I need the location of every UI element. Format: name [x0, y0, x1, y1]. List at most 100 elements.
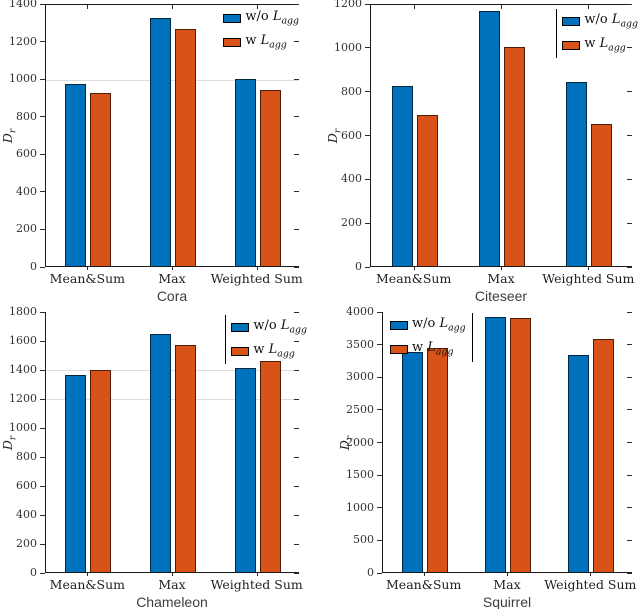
y-tick-mark-right	[627, 409, 632, 411]
math-subscript: r	[333, 128, 344, 133]
y-tick-label: 1400	[9, 363, 37, 376]
bar-series0-cat1	[485, 316, 506, 572]
bar-series1-cat0	[426, 348, 448, 572]
y-tick-mark-right	[294, 398, 299, 400]
bar-series1-cat2	[259, 361, 281, 572]
y-tick-label: 1000	[9, 72, 37, 86]
y-tick-label: 1500	[346, 468, 374, 482]
y-tick-mark	[377, 376, 382, 378]
x-tick-label: Weighted Sum	[210, 271, 303, 286]
y-tick-mark	[40, 369, 45, 371]
bar-series1-cat1	[510, 317, 531, 572]
legend-swatch-without-agg	[231, 323, 250, 333]
y-axis-label: Dr	[325, 128, 344, 142]
bar-series0-cat1	[150, 18, 171, 266]
bar-series0-cat2	[234, 368, 256, 572]
x-tick-label: Max	[487, 271, 515, 286]
math-subscript: agg	[277, 348, 295, 360]
plot-area	[382, 312, 632, 573]
y-tick-mark	[40, 228, 45, 230]
y-tick-mark-right	[627, 507, 632, 509]
bar-series1-cat1	[175, 345, 196, 572]
math-subscript: r	[345, 435, 356, 440]
legend-swatch-with-agg	[223, 37, 242, 47]
y-tick-label: 1600	[9, 334, 37, 347]
math-var: L	[611, 12, 621, 27]
y-tick-mark-right	[627, 311, 632, 313]
y-tick-mark-right	[627, 135, 632, 136]
x-tick-mark	[172, 267, 173, 270]
math-var: L	[268, 341, 278, 357]
plot-area	[45, 312, 299, 573]
y-axis-label: Dr	[337, 435, 356, 449]
math-subscript: agg	[608, 42, 626, 54]
y-tick-label: 1000	[346, 500, 374, 514]
y-tick-label: 800	[16, 109, 37, 123]
y-tick-label: 1000	[334, 40, 362, 54]
x-tick-label: Weighted Sum	[544, 577, 637, 592]
x-tick-mark	[413, 267, 415, 270]
legend-item: w/o Lagg	[390, 316, 466, 336]
x-axis-label: Chameleon	[136, 594, 208, 609]
y-tick-mark-right	[627, 474, 632, 476]
x-tick-mark	[256, 267, 258, 270]
legend-label: w Lagg	[245, 32, 287, 51]
y-tick-mark	[40, 514, 45, 516]
bar-series0-cat0	[65, 83, 87, 266]
legend-label: w Lagg	[412, 339, 454, 358]
x-tick-mark	[87, 573, 89, 576]
y-tick-mark-right	[294, 427, 299, 429]
bar-series1-cat2	[591, 123, 613, 266]
x-tick-label: Weighted Sum	[542, 271, 635, 286]
bar-series1-cat1	[175, 29, 196, 266]
x-tick-label: Mean&Sum	[49, 271, 125, 286]
y-tick-mark	[40, 456, 45, 458]
y-tick-label: 1200	[9, 34, 37, 48]
math-var: L	[427, 339, 436, 355]
x-axis-label: Cora	[156, 288, 188, 304]
bar-series0-cat1	[150, 334, 171, 572]
math-subscript: agg	[281, 15, 299, 27]
x-tick-mark-top	[256, 5, 258, 9]
y-tick-label: 200	[341, 216, 362, 230]
y-tick-mark	[365, 3, 370, 5]
bar-series1-cat1	[504, 46, 525, 266]
bar-series1-cat2	[593, 339, 615, 572]
subplot-cora: 0 200 400 600 800 1000 1200 1400 Mean&Sum Max Weig…	[0, 0, 320, 304]
math-var: D	[336, 439, 352, 450]
x-tick-label: Max	[158, 271, 186, 286]
y-tick-mark-right	[294, 3, 299, 5]
y-tick-mark-right	[294, 116, 299, 118]
y-tick-mark-right	[627, 178, 632, 180]
bar-series0-cat0	[401, 352, 423, 572]
y-tick-mark-right	[294, 41, 299, 43]
y-tick-label: 800	[16, 450, 37, 463]
legend-item: w Lagg	[562, 36, 638, 56]
legend-swatch-with-agg	[231, 346, 250, 356]
x-tick-mark-top	[172, 5, 173, 9]
math-subscript: agg	[620, 18, 638, 30]
y-tick-label: 2000	[346, 435, 374, 449]
legend-item: w/o Lagg	[562, 12, 638, 32]
math-subscript: agg	[289, 324, 307, 336]
plot-area	[45, 4, 299, 267]
x-tick-label: Weighted Sum	[210, 577, 303, 592]
y-tick-mark-right	[294, 485, 299, 487]
legend-swatch-without-agg	[390, 321, 408, 331]
legend-swatch-without-agg	[562, 17, 581, 27]
bar-series0-cat1	[479, 10, 500, 266]
y-tick-mark	[365, 222, 370, 224]
x-tick-label: Max	[158, 577, 186, 592]
y-tick-mark	[40, 543, 45, 545]
y-tick-label: 2500	[346, 402, 374, 416]
y-tick-mark-right	[627, 572, 632, 574]
legend-label: w/o Lagg	[245, 9, 299, 27]
x-tick-mark	[423, 573, 425, 576]
bar-series1-cat2	[259, 90, 281, 266]
bar-series0-cat2	[568, 354, 590, 572]
y-tick-mark-right	[294, 514, 299, 516]
x-tick-label: Max	[493, 577, 521, 592]
legend-swatch-with-agg	[562, 40, 581, 50]
y-tick-mark-right	[294, 153, 299, 155]
y-axis-label: Dr	[0, 128, 18, 142]
